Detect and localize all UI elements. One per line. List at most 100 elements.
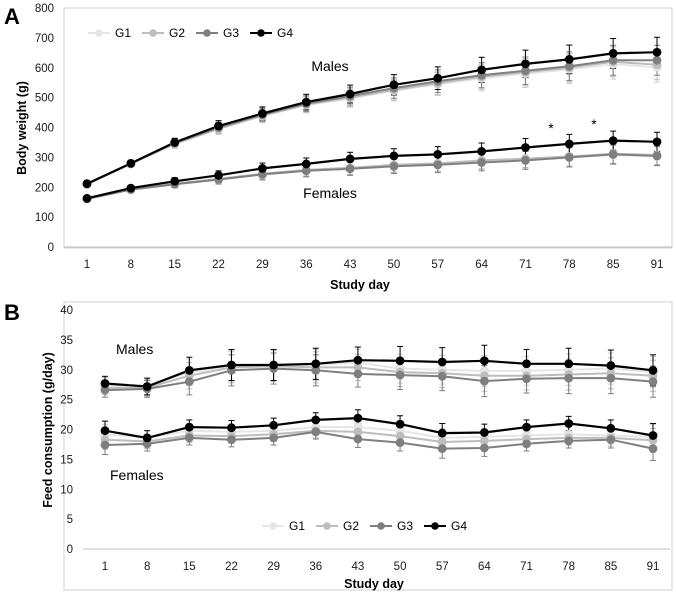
group-annotation-females: Females <box>110 467 164 483</box>
x-tick-label: 29 <box>256 259 269 271</box>
g4-females-series-line <box>86 139 658 200</box>
g4-males-data-point <box>227 360 236 370</box>
y-tick-label: 800 <box>35 3 54 15</box>
g4-females-data-point <box>257 164 267 173</box>
g3-females-data-point <box>564 436 574 446</box>
g3-females-data-point <box>479 443 489 453</box>
g4-females-data-point <box>214 170 223 180</box>
g4-males-data-point <box>389 80 399 90</box>
g4-females-data-point <box>301 159 311 169</box>
legend-label: G1 <box>115 26 131 40</box>
x-tick-label: 57 <box>436 561 449 573</box>
g4-males-data-point <box>257 109 267 118</box>
legend-swatch-marker <box>203 29 211 37</box>
g4-females-data-point <box>142 433 152 443</box>
legend-item-g3: G3 <box>196 26 239 40</box>
y-tick-label: 0 <box>67 544 73 556</box>
g3-females-data-point <box>389 161 399 171</box>
g4-males-data-point <box>214 121 223 131</box>
g3-females-data-point <box>353 434 363 444</box>
x-tick-label: 64 <box>478 561 491 573</box>
g4-males-data-point <box>82 179 92 189</box>
g3-males-data-point <box>648 377 658 387</box>
g4-females-data-point <box>353 413 363 423</box>
x-tick-label: 22 <box>225 561 238 573</box>
legend-label: G2 <box>343 519 359 533</box>
g3-females-data-point <box>437 444 447 454</box>
x-tick-label: 36 <box>300 259 313 271</box>
x-tick-label: 8 <box>144 561 150 573</box>
g4-males-data-point <box>126 158 136 168</box>
legend-swatch-marker <box>377 522 385 530</box>
g4-females-data-point <box>345 154 355 164</box>
g3-females-data-point <box>100 440 110 450</box>
g4-females-data-point <box>170 176 180 186</box>
legend-label: G3 <box>223 26 239 40</box>
g4-females-data-point <box>564 419 574 428</box>
g4-males-data-point <box>648 365 658 375</box>
g4-males-data-point <box>608 49 618 58</box>
g4-males-data-point <box>606 361 616 370</box>
y-tick-label: 500 <box>35 93 54 105</box>
y-tick-label: 600 <box>35 63 54 75</box>
x-tick-label: 57 <box>431 259 444 271</box>
g4-males-data-point <box>437 357 447 367</box>
g3-males-data-point <box>353 369 363 379</box>
group-annotation-males: Males <box>116 341 153 357</box>
x-tick-label: 78 <box>562 561 575 573</box>
g4-females-data-point <box>433 149 443 159</box>
g4-females-data-point <box>227 423 236 433</box>
x-tick-label: 71 <box>519 259 532 271</box>
g4-males-series-line <box>104 359 654 388</box>
g4-males-data-point <box>521 59 530 69</box>
g4-males-data-point <box>477 65 487 75</box>
x-tick-label: 50 <box>388 259 401 271</box>
g3-females-data-point <box>648 444 658 454</box>
g3-males-data-point <box>564 373 574 383</box>
legend-item-g1: G1 <box>88 26 131 40</box>
legend-label: G4 <box>451 519 467 533</box>
g4-males-data-point <box>170 138 180 147</box>
g4-males-data-point <box>142 382 152 391</box>
x-tick-label: 29 <box>267 561 280 573</box>
group-annotation-males: Males <box>311 58 348 74</box>
y-tick-label: 20 <box>60 425 73 437</box>
x-tick-label: 91 <box>647 561 660 573</box>
y-tick-label: 25 <box>60 395 73 407</box>
g3-females-series-line <box>86 153 658 200</box>
g4-females-data-point <box>82 193 92 203</box>
g4-males-data-point <box>184 365 194 375</box>
panel-a-y-axis-title: Body weight (g) <box>15 81 29 175</box>
g3-females-data-point <box>564 152 574 162</box>
legend-item-g4: G4 <box>424 519 467 533</box>
g2-females-series-line <box>104 429 654 443</box>
y-tick-label: 35 <box>60 335 73 347</box>
g4-males-data-point <box>345 89 355 99</box>
legend-swatch-marker <box>257 29 265 37</box>
g4-females-data-point <box>606 423 616 433</box>
legend-item-g3: G3 <box>370 519 413 533</box>
y-tick-label: 10 <box>60 484 73 496</box>
legend-item-g4: G4 <box>250 26 293 40</box>
x-tick-label: 8 <box>128 259 134 271</box>
y-tick-label: 300 <box>35 152 54 164</box>
x-tick-label: 1 <box>84 259 90 271</box>
g4-males-series-line <box>86 51 658 185</box>
legend-label: G1 <box>289 519 305 533</box>
y-tick-label: 100 <box>35 212 54 224</box>
g3-females-data-point <box>652 151 662 161</box>
g4-males-data-point <box>100 379 110 388</box>
g4-females-data-point <box>652 137 662 147</box>
g4-males-data-point <box>564 359 574 369</box>
g4-females-series-line <box>104 417 654 439</box>
x-tick-label: 15 <box>168 259 181 271</box>
significance-asterisk: * <box>548 120 554 136</box>
legend-label: G3 <box>397 519 413 533</box>
panel-b-y-axis-title: Feed consumption (g/day) <box>41 352 55 508</box>
g4-females-data-point <box>184 422 194 432</box>
panel-a-frame <box>63 7 673 249</box>
legend-swatch-marker <box>149 29 157 37</box>
g4-females-data-point <box>608 136 618 146</box>
g3-females-data-point <box>433 160 443 170</box>
